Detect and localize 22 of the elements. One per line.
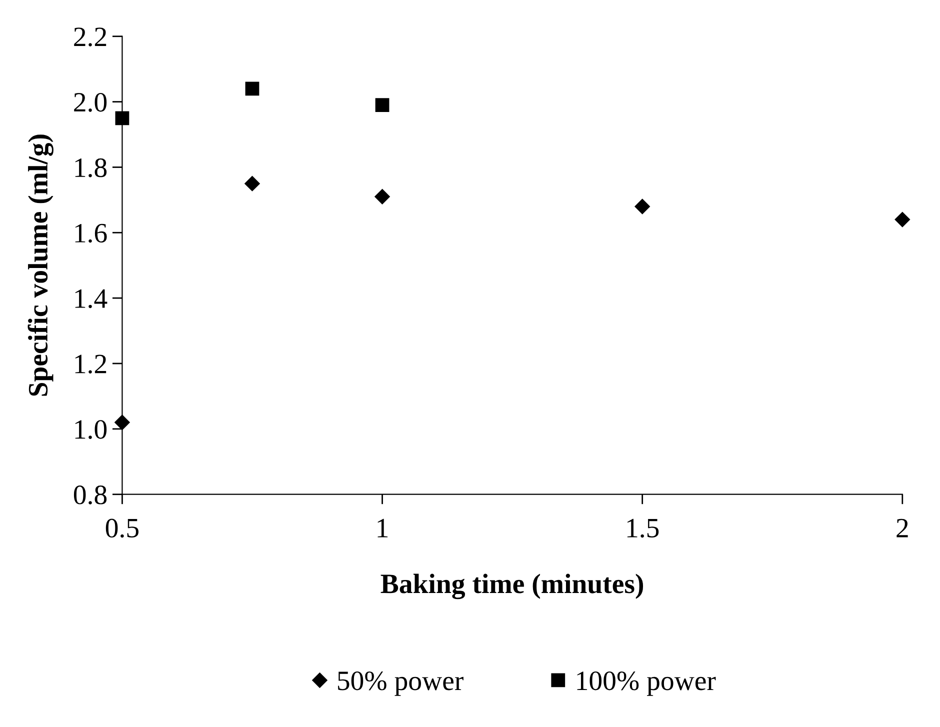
legend-label: 50% power — [338, 671, 464, 696]
y-tick-label: 2.0 — [74, 92, 107, 112]
y-tick-label: 1.0 — [75, 420, 107, 439]
y-tick-label: 2.2 — [74, 28, 106, 46]
y-tick-label: 1.2 — [75, 354, 106, 374]
x-tick-label: 1 — [378, 518, 388, 538]
point — [375, 98, 390, 112]
x-tick-label: 0.5 — [106, 518, 138, 538]
y-tick-label: 1.4 — [75, 289, 108, 308]
x-tick-label: 1.5 — [627, 518, 659, 538]
point — [634, 198, 650, 214]
x-tick-label: 2 — [896, 518, 908, 538]
y-tick-label: 1.6 — [75, 224, 107, 243]
point — [894, 212, 910, 228]
x-axis-title: Baking time (minutes) — [380, 574, 644, 600]
point — [245, 82, 260, 96]
y-axis-title: Specific volume (ml/g) — [28, 134, 54, 396]
y-tick-label: 0.8 — [74, 486, 107, 504]
y-tick-label: 1.8 — [75, 158, 107, 178]
point — [244, 176, 260, 192]
point — [374, 189, 390, 204]
legend-label: 100% power — [577, 671, 716, 696]
